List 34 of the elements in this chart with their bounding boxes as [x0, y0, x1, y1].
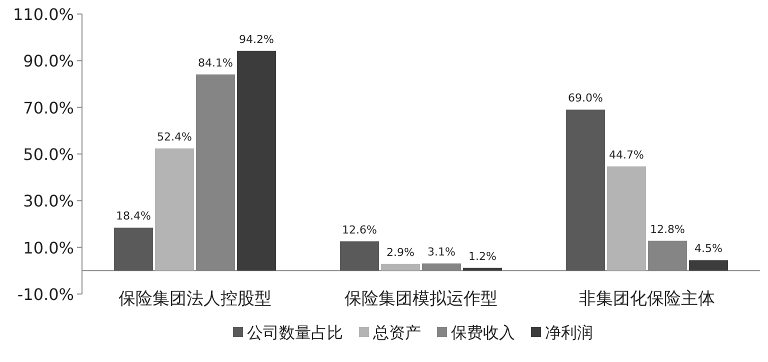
data-label: 3.1% — [428, 245, 456, 258]
x-tick-label: 保险集团法人控股型 — [118, 289, 272, 309]
legend-label: 净利润 — [545, 323, 593, 342]
data-label: 94.2% — [239, 32, 274, 46]
bar — [114, 228, 153, 271]
data-label: 44.7% — [609, 148, 644, 162]
y-tick-label: 110.0% — [12, 5, 74, 24]
data-label: 18.4% — [116, 210, 151, 223]
legend-label: 公司数量占比 — [247, 323, 343, 342]
x-tick-label: 非集团化保险主体 — [579, 289, 715, 309]
bar — [566, 110, 605, 271]
y-tick-label: 70.0% — [23, 98, 74, 118]
bar — [155, 148, 194, 271]
data-label: 2.9% — [386, 246, 414, 259]
data-label: 69.0% — [568, 92, 603, 105]
data-label: 4.5% — [694, 242, 722, 256]
bar — [689, 260, 728, 271]
y-tick-label: 30.0% — [23, 192, 74, 211]
data-label: 52.4% — [157, 130, 192, 144]
legend-label: 总资产 — [372, 323, 421, 342]
bar — [381, 264, 420, 271]
data-label: 84.1% — [198, 56, 233, 70]
y-tick-label: 10.0% — [23, 238, 74, 258]
data-label: 1.2% — [468, 250, 496, 263]
bar — [607, 166, 646, 271]
y-tick-label: -10.0% — [17, 285, 74, 304]
data-label: 12.6% — [342, 223, 377, 236]
y-tick-label: 50.0% — [23, 145, 74, 164]
x-tick-label: 保险集团模拟运作型 — [344, 289, 498, 309]
data-label: 12.8% — [650, 222, 685, 236]
legend-label: 保费收入 — [451, 323, 515, 342]
bar — [237, 50, 276, 271]
y-tick-label: 90.0% — [23, 52, 74, 71]
bar — [340, 241, 379, 271]
